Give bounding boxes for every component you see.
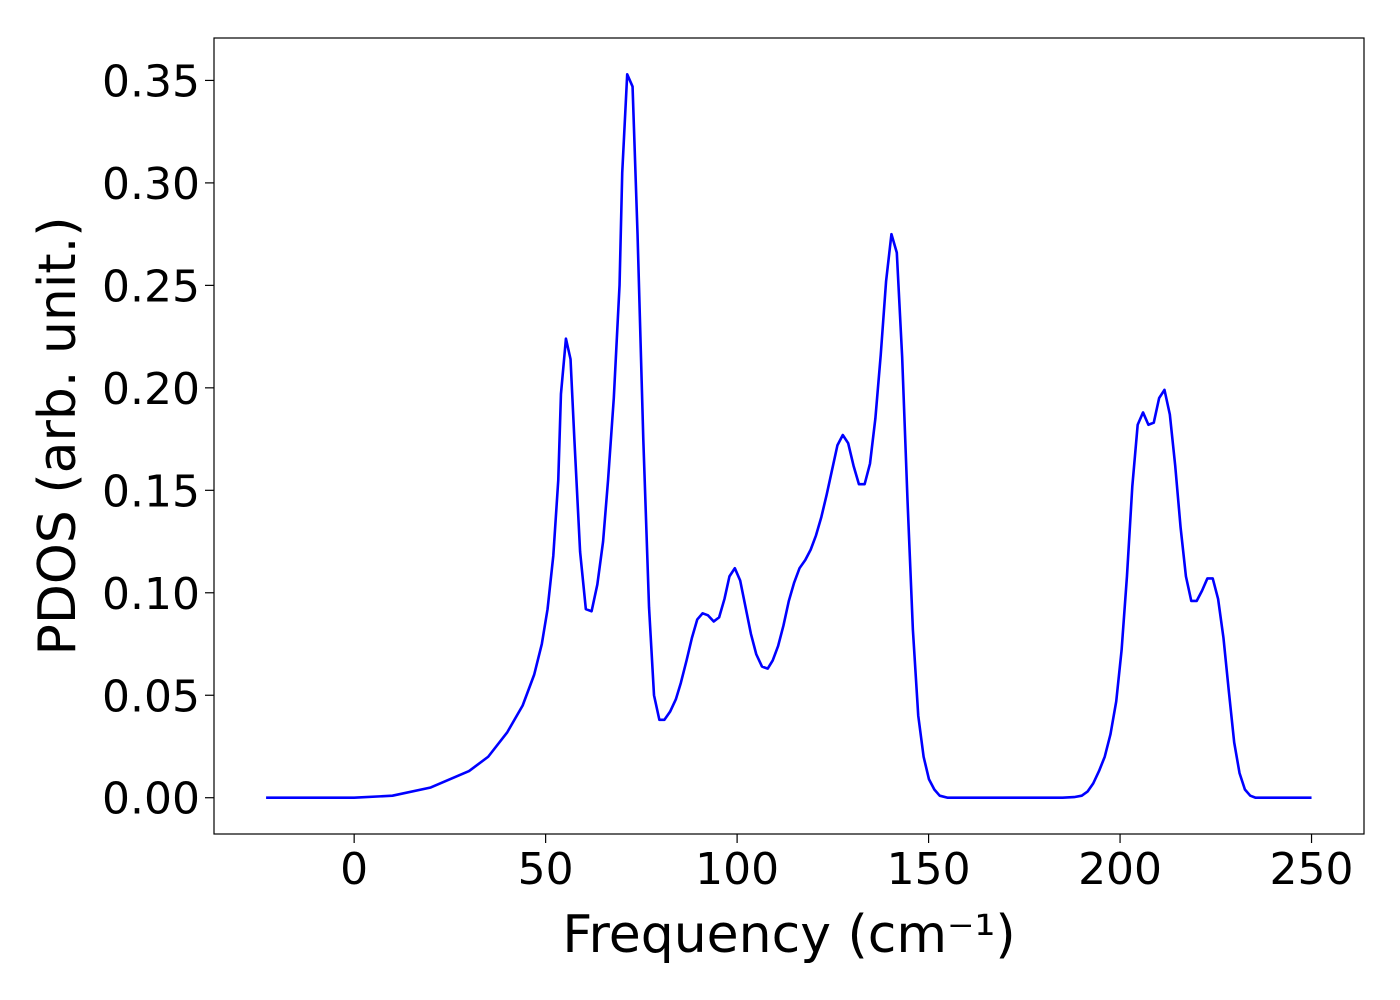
y-tick-label: 0.00 bbox=[102, 774, 200, 825]
plot-frame bbox=[213, 37, 1365, 835]
y-tick-label: 0.10 bbox=[102, 569, 200, 620]
y-tick-label: 0.30 bbox=[102, 159, 200, 210]
y-tick-label: 0.35 bbox=[102, 56, 200, 107]
y-tick-label: 0.05 bbox=[102, 671, 200, 722]
x-tick-label: 250 bbox=[1270, 844, 1354, 895]
x-tick-label: 50 bbox=[518, 844, 574, 895]
y-tick-label: 0.15 bbox=[102, 466, 200, 517]
x-tick-label: 100 bbox=[695, 844, 779, 895]
y-tick-label: 0.25 bbox=[102, 261, 200, 312]
x-tick-label: 0 bbox=[340, 844, 368, 895]
y-axis-label: PDOS (arb. unit.) bbox=[28, 216, 88, 655]
y-tick-label: 0.20 bbox=[102, 364, 200, 415]
x-tick-label: 150 bbox=[887, 844, 971, 895]
x-axis-label: Frequency (cm⁻¹) bbox=[562, 905, 1015, 965]
line-series bbox=[266, 72, 1312, 800]
x-tick-label: 200 bbox=[1078, 844, 1162, 895]
